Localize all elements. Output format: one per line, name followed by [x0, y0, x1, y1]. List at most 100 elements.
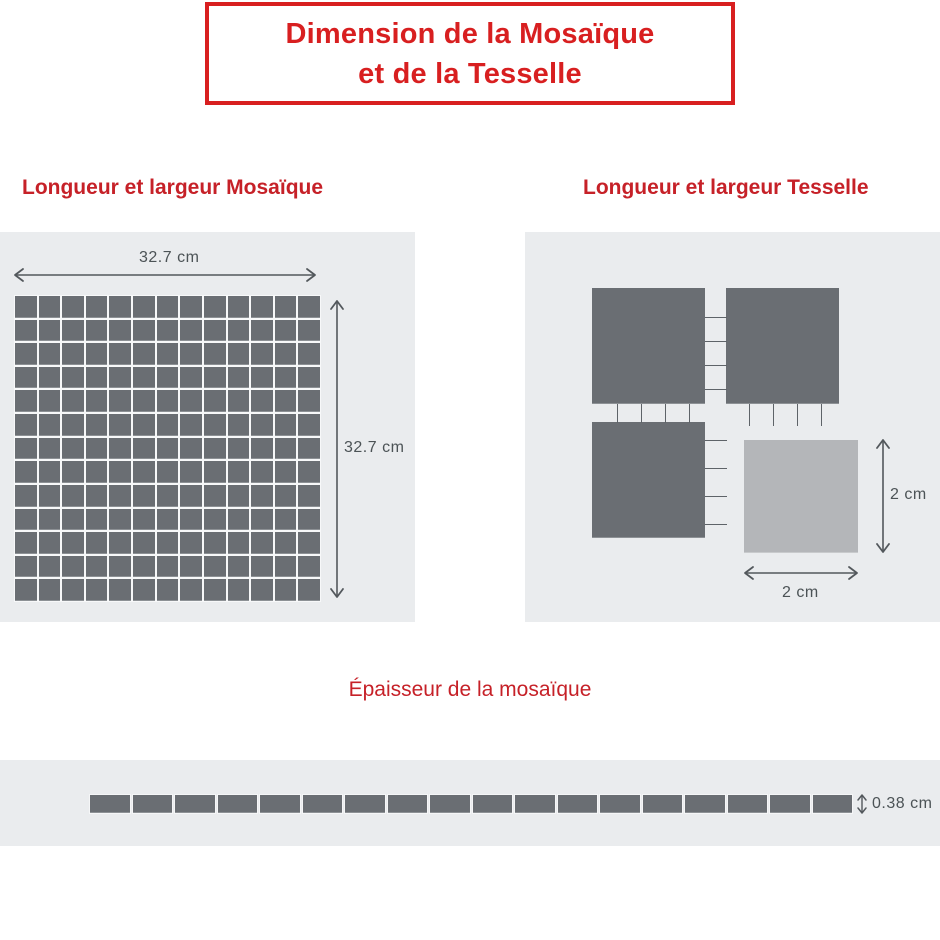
- mosaic-tile: [15, 555, 37, 578]
- tessera-tile-top-right: [726, 288, 839, 404]
- mosaic-tile: [180, 555, 202, 578]
- mosaic-tile: [203, 508, 226, 531]
- mosaic-tile: [62, 437, 84, 460]
- thickness-segment: [515, 795, 555, 813]
- mosaic-tile: [62, 461, 84, 483]
- mosaic-tile: [180, 484, 202, 507]
- mosaic-tile: [156, 390, 179, 413]
- open-tick-b3: [797, 404, 798, 426]
- mosaic-tile: [156, 532, 179, 554]
- tessera-width-arrow: [744, 566, 858, 580]
- mosaic-tile: [38, 437, 61, 460]
- mosaic-tile: [180, 296, 202, 318]
- mosaic-tile: [15, 579, 37, 601]
- mosaic-tile: [203, 343, 226, 365]
- mosaic-tile: [180, 343, 202, 365]
- mosaic-tile: [227, 437, 250, 460]
- mosaic-tile: [180, 532, 202, 554]
- mosaic-tile: [180, 508, 202, 531]
- mosaic-tile: [180, 390, 202, 413]
- mosaic-tile: [109, 343, 132, 365]
- mosaic-tile: [62, 390, 84, 413]
- mosaic-tile: [109, 484, 132, 507]
- title-line-2: et de la Tesselle: [358, 57, 582, 90]
- mosaic-tile: [227, 532, 250, 554]
- mosaic-tile: [251, 390, 273, 413]
- heading-mosaic-dimensions: Longueur et largeur Mosaïque: [22, 176, 324, 199]
- mosaic-width-label: 32.7 cm: [139, 249, 200, 266]
- mosaic-tile: [15, 390, 37, 413]
- mosaic-tile: [62, 343, 84, 365]
- mosaic-tile: [274, 508, 297, 531]
- mosaic-height-arrow: [330, 300, 344, 598]
- mosaic-tile: [38, 343, 61, 365]
- tessera-tile-highlighted: [744, 440, 858, 553]
- mosaic-tile: [298, 532, 320, 554]
- mosaic-tile: [109, 390, 132, 413]
- open-tick-r2: [705, 468, 727, 469]
- mosaic-tile: [133, 508, 155, 531]
- mosaic-tile: [227, 508, 250, 531]
- mosaic-tile: [156, 461, 179, 483]
- mosaic-tile: [298, 437, 320, 460]
- mosaic-tile: [133, 532, 155, 554]
- mosaic-tile: [227, 390, 250, 413]
- mosaic-tile: [38, 319, 61, 342]
- mosaic-tile: [38, 414, 61, 436]
- mosaic-tile: [298, 296, 320, 318]
- mosaic-tile: [133, 579, 155, 601]
- mosaic-tile: [109, 532, 132, 554]
- open-tick-b2: [773, 404, 774, 426]
- mosaic-tile: [251, 555, 273, 578]
- joint-tick-v2: [705, 341, 727, 342]
- mosaic-tile: [15, 508, 37, 531]
- mosaic-tile: [38, 484, 61, 507]
- mosaic-tile: [251, 343, 273, 365]
- mosaic-tile: [85, 296, 108, 318]
- mosaic-tile: [85, 366, 108, 389]
- mosaic-tile: [133, 319, 155, 342]
- thickness-segment: [600, 795, 640, 813]
- mosaic-tile: [227, 484, 250, 507]
- thickness-segment: [175, 795, 215, 813]
- mosaic-tile: [62, 296, 84, 318]
- mosaic-tile: [109, 319, 132, 342]
- mosaic-tile: [133, 414, 155, 436]
- mosaic-tile: [298, 390, 320, 413]
- mosaic-tile: [274, 484, 297, 507]
- mosaic-tile: [62, 414, 84, 436]
- open-tick-r4: [705, 524, 727, 525]
- joint-tick-h4: [689, 404, 690, 423]
- mosaic-tile: [109, 437, 132, 460]
- mosaic-tile: [180, 366, 202, 389]
- mosaic-tile: [85, 437, 108, 460]
- mosaic-tile: [227, 461, 250, 483]
- mosaic-tile: [203, 390, 226, 413]
- mosaic-tile: [251, 461, 273, 483]
- mosaic-tile: [62, 508, 84, 531]
- mosaic-tile: [251, 484, 273, 507]
- mosaic-tile: [38, 461, 61, 483]
- mosaic-tile: [15, 437, 37, 460]
- tessera-width-label: 2 cm: [782, 584, 819, 601]
- thickness-segment: [727, 795, 767, 813]
- mosaic-tile: [203, 437, 226, 460]
- mosaic-tile: [109, 508, 132, 531]
- mosaic-tile: [298, 414, 320, 436]
- mosaic-tile: [274, 414, 297, 436]
- mosaic-tile: [15, 296, 37, 318]
- mosaic-tile: [180, 461, 202, 483]
- mosaic-tile: [180, 414, 202, 436]
- mosaic-tile: [180, 319, 202, 342]
- mosaic-tile: [85, 343, 108, 365]
- mosaic-tile: [251, 437, 273, 460]
- mosaic-tile: [156, 366, 179, 389]
- title-banner: Dimension de la Mosaïque et de la Tessel…: [205, 2, 735, 105]
- mosaic-tile: [203, 414, 226, 436]
- mosaic-tile: [133, 461, 155, 483]
- mosaic-tile: [38, 296, 61, 318]
- thickness-segment: [132, 795, 172, 813]
- mosaic-tile: [38, 532, 61, 554]
- mosaic-tile: [203, 484, 226, 507]
- joint-tick-v3: [705, 365, 727, 366]
